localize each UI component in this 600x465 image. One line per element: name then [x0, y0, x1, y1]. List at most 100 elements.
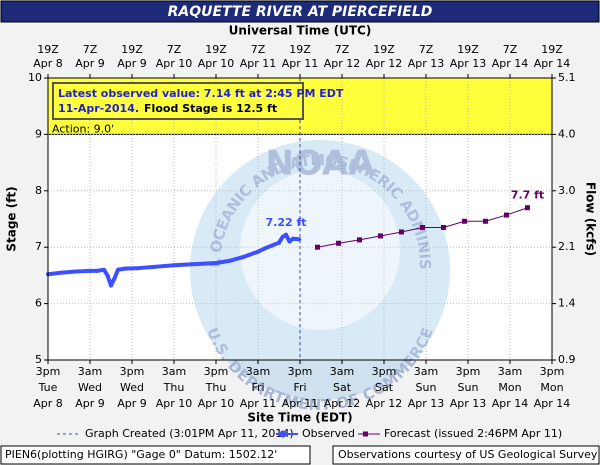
action-label: Action: 9.0' [52, 122, 114, 135]
x-tick-label: Apr 12 [366, 397, 403, 410]
x-tick-label: 3pm [456, 365, 481, 378]
x-tick-label: 3am [162, 365, 186, 378]
x2-tick-label: 7Z [167, 43, 182, 56]
x-tick-label: 3pm [540, 365, 565, 378]
x2-tick-label: Apr 13 [450, 57, 487, 70]
observed-point [109, 283, 113, 288]
x2-tick-label: Apr 12 [366, 57, 403, 70]
x-tick-label: 3am [246, 365, 270, 378]
x2-tick-label: 7Z [503, 43, 518, 56]
observed-point [228, 258, 232, 263]
observed-point [137, 266, 141, 271]
legend-observed-marker [279, 430, 287, 438]
observed-point [151, 264, 155, 269]
info-line: Latest observed value: 7.14 ft at 2:45 P… [58, 87, 344, 100]
x2-tick-label: 19Z [205, 43, 227, 56]
x-tick-label: Apr 8 [33, 397, 63, 410]
x-tick-label: Mon [540, 381, 563, 394]
x-tick-label: Thu [205, 381, 227, 394]
forecast-point [525, 205, 530, 211]
x-tick-label: Apr 10 [156, 397, 193, 410]
y-tick-label: 8 [35, 184, 42, 197]
x-tick-label: Sun [416, 381, 437, 394]
forecast-point [378, 233, 383, 239]
observed-point [277, 240, 281, 245]
plot-front: 5 6 7 8 9 10 0.9 1.4 2.1 3.0 4.0 5.1 Latest observed… [28, 71, 576, 366]
x2-tick-label: 19Z [541, 43, 563, 56]
x-tick-label: Sat [333, 381, 352, 394]
observed-point [60, 270, 64, 275]
observed-point [214, 260, 218, 265]
observed-point [105, 273, 110, 278]
x-tick-label: 3am [414, 365, 438, 378]
x-tick-label: 3am [498, 365, 522, 378]
observed-point [88, 268, 92, 273]
y2-tick-label: 2.1 [558, 240, 576, 253]
x-tick-label: 3pm [372, 365, 397, 378]
observed-point [263, 246, 267, 251]
y-tick-label: 6 [35, 297, 42, 310]
observed-point [291, 236, 295, 241]
x2-tick-label: Apr 14 [492, 57, 529, 70]
x-tick-label: Apr 13 [408, 397, 445, 410]
observed-point [74, 269, 78, 274]
y-tick-label: 10 [28, 71, 42, 84]
forecast-point [315, 244, 320, 250]
x-tick-label: Apr 9 [75, 397, 105, 410]
x-tick-label: Apr 13 [450, 397, 487, 410]
legend: Graph Created (3:01PM Apr 11, 2014) Obse… [57, 427, 562, 440]
observed-point [297, 237, 302, 242]
y2-tick-label: 5.1 [558, 71, 576, 84]
x2-tick-label: 7Z [251, 43, 266, 56]
x-tick-label: Wed [120, 381, 144, 394]
value-label: 7.22 ft [265, 216, 306, 229]
x2-tick-label: 7Z [83, 43, 98, 56]
footer-left-box [0, 445, 311, 465]
value-label: 7.7 ft [511, 189, 544, 202]
observed-point [256, 249, 260, 254]
y-axis-title: Stage (ft) [5, 186, 19, 251]
x2-tick-label: 7Z [335, 43, 350, 56]
x2-axis-title: Universal Time (UTC) [229, 24, 372, 38]
x-tick-label: 3pm [36, 365, 61, 378]
y-tick-label: 5 [35, 353, 42, 366]
x-tick-label: Mon [498, 381, 521, 394]
x-tick-label: 3pm [204, 365, 229, 378]
observed-point [116, 267, 120, 272]
observed-point [270, 243, 274, 248]
x2-tick-label: Apr 13 [408, 57, 445, 70]
legend-created: Graph Created (3:01PM Apr 11, 2014) [85, 427, 294, 440]
x2-tick-label: 19Z [289, 43, 311, 56]
x-tick-label: Apr 14 [492, 397, 529, 410]
y2-tick-label: 4.0 [558, 127, 576, 140]
x-tick-label: Tue [38, 381, 58, 394]
x-tick-label: Fri [293, 381, 306, 394]
forecast-point [336, 240, 341, 246]
y-tick-label: 7 [35, 240, 42, 253]
x2-tick-label: 19Z [121, 43, 143, 56]
x2-tick-label: 19Z [457, 43, 479, 56]
x-tick-label: 3pm [288, 365, 313, 378]
x2-tick-label: 7Z [419, 43, 434, 56]
forecast-point [483, 218, 488, 224]
footer-left: PIEN6(plotting HGIRG) "Gage 0" Datum: 15… [5, 448, 277, 461]
watermark-center: NOAA [265, 144, 375, 184]
x2-tick-label: 19Z [373, 43, 395, 56]
chart-title: RAQUETTE RIVER AT PIERCEFIELD [168, 4, 433, 20]
x-tick-label: Wed [78, 381, 102, 394]
footer-right: Observations courtesy of US Geological S… [338, 448, 598, 461]
x-tick-label: Fri [251, 381, 264, 394]
forecast-point [504, 212, 509, 218]
legend-forecast-marker [363, 431, 368, 437]
forecast-point [357, 237, 362, 243]
forecast-point [420, 224, 425, 230]
x2-tick-label: Apr 9 [117, 57, 147, 70]
x-tick-label: Thu [163, 381, 185, 394]
forecast-point [399, 229, 404, 235]
watermark-inner [240, 170, 400, 330]
x-tick-label: Apr 11 [240, 397, 277, 410]
observed-point [112, 276, 117, 281]
x-tick-label: Apr 14 [534, 397, 571, 410]
x2-tick-label: Apr 14 [534, 57, 571, 70]
x2-tick-label: Apr 8 [33, 57, 63, 70]
